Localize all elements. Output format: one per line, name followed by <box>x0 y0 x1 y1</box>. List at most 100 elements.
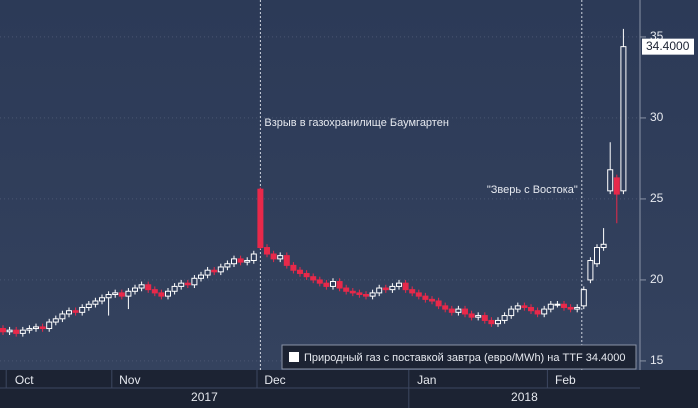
annotation: Взрыв в газохранилище Баумгартен <box>264 117 449 129</box>
candle-body <box>415 292 422 297</box>
candle-body <box>620 46 627 192</box>
candle-body <box>462 308 468 315</box>
x-tick-label: Oct <box>15 373 34 387</box>
candle-body <box>59 313 66 320</box>
candle-body <box>481 315 488 321</box>
legend-label: Природный газ с поставкой завтра (евро/M… <box>304 352 626 364</box>
candle-body <box>356 292 363 296</box>
candle-body <box>429 298 435 302</box>
candle-body <box>198 274 204 279</box>
candle-body <box>257 188 264 249</box>
candle-body <box>402 282 409 291</box>
candle-body <box>132 287 138 292</box>
candle-body <box>19 329 26 334</box>
candle-body <box>283 255 290 266</box>
x-tick-label: Nov <box>119 373 140 387</box>
year-label: 2018 <box>511 390 538 404</box>
candle-body <box>46 321 53 330</box>
candle-body <box>343 287 350 292</box>
candle-body <box>297 269 303 274</box>
candle-body <box>158 292 165 297</box>
candle-body <box>580 289 587 307</box>
candle-body <box>528 306 534 312</box>
candle-body <box>105 294 112 299</box>
candle-body <box>211 269 218 273</box>
candle-body <box>376 287 383 294</box>
candle-body <box>224 263 231 268</box>
candle-body <box>178 282 185 287</box>
candle-body <box>389 285 396 291</box>
candle-body <box>600 243 607 249</box>
candle-body <box>508 308 515 317</box>
candle-body <box>422 295 429 300</box>
candle-body <box>165 290 171 297</box>
year-label: 2017 <box>191 390 218 404</box>
candle-body <box>501 315 508 321</box>
candle-body <box>264 247 270 255</box>
candle-body <box>13 329 20 334</box>
candle-body <box>574 306 581 310</box>
legend: Природный газ с поставкой завтра (евро/M… <box>281 344 637 370</box>
candle-body <box>607 169 614 192</box>
last-price-box <box>642 38 694 55</box>
candle-body <box>521 305 528 308</box>
candle-body <box>66 310 72 315</box>
y-tick-label: 20 <box>650 272 664 286</box>
candle-body <box>442 305 449 310</box>
candle-body <box>316 279 323 284</box>
candle-body <box>118 292 125 297</box>
candle-body <box>448 308 455 313</box>
candle-body <box>171 285 178 292</box>
candle-body <box>349 290 356 294</box>
candle-body <box>231 258 237 265</box>
plot-background <box>0 0 698 370</box>
candle-body <box>72 310 79 313</box>
y-tick-label: 15 <box>650 353 664 367</box>
candle-body <box>561 303 567 308</box>
candle-body <box>85 303 92 308</box>
candle-body <box>244 259 251 263</box>
candle-body <box>369 292 376 297</box>
candle-body <box>303 272 310 278</box>
annotation: "Зверь с Востока" <box>487 184 578 196</box>
candle-body <box>435 300 442 307</box>
candle-body <box>250 253 257 261</box>
candle-body <box>277 255 284 260</box>
x-tick-label: Feb <box>555 373 576 387</box>
candle-body <box>52 318 59 323</box>
candle-body <box>138 284 145 289</box>
candle-body <box>554 303 561 306</box>
candle-body <box>270 253 277 260</box>
candle-body <box>409 289 416 294</box>
candle-body <box>151 289 158 294</box>
candle-body <box>310 276 317 281</box>
candle-body <box>191 277 198 286</box>
candle-body <box>26 328 33 331</box>
candle-body <box>534 310 541 315</box>
candle-body <box>475 315 482 318</box>
candle-body <box>594 247 600 265</box>
candle-body <box>468 313 475 318</box>
candle-body <box>382 287 389 291</box>
y-tick-label: 25 <box>650 191 664 205</box>
candle-body <box>330 281 336 287</box>
candle-body <box>514 305 521 310</box>
x-axis-band <box>0 370 698 408</box>
candle-body <box>396 282 402 287</box>
last-price-label: 34.4000 <box>646 39 690 53</box>
candle-body <box>290 264 297 271</box>
candle-body <box>92 300 99 305</box>
candle-body <box>204 269 211 276</box>
x-tick-label: Dec <box>264 373 285 387</box>
legend-box <box>281 344 637 370</box>
legend-swatch <box>289 352 299 362</box>
candle-body <box>488 319 495 325</box>
candle-body <box>363 294 369 297</box>
x-tick-label: Jan <box>417 373 436 387</box>
candle-body <box>613 177 620 195</box>
candle-body <box>455 308 462 313</box>
candle-body <box>336 281 343 289</box>
candle-body <box>145 284 152 291</box>
candle-body <box>495 319 501 325</box>
